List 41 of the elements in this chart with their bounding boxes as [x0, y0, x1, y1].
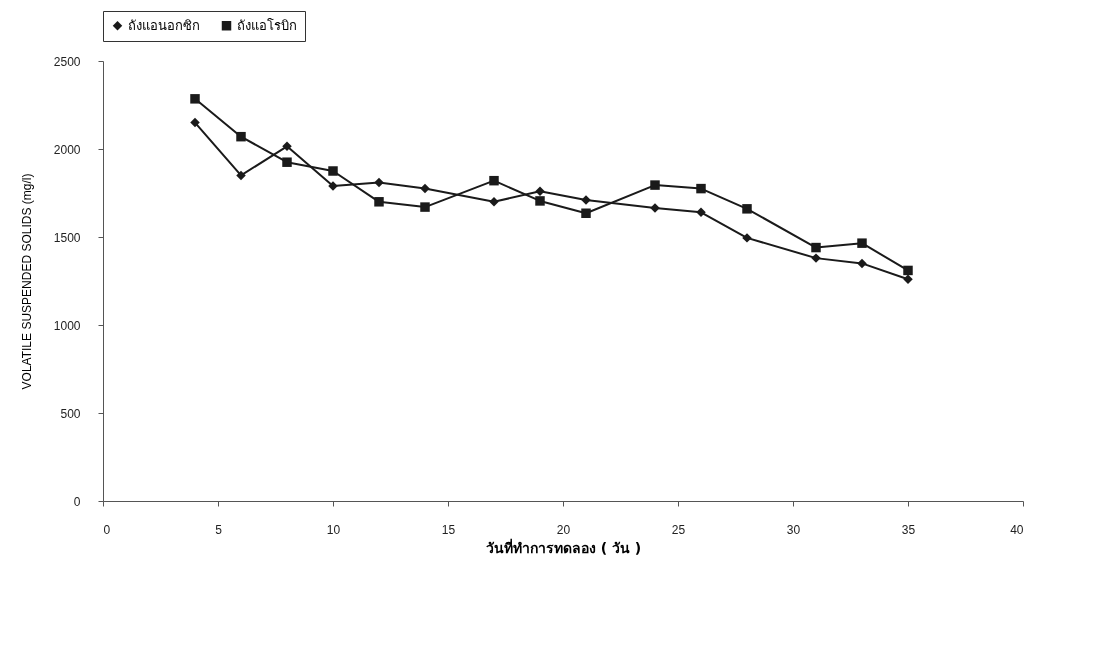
x-tick-label: 25 [671, 522, 686, 537]
point [903, 265, 913, 276]
point [420, 183, 430, 194]
point [696, 207, 706, 218]
point [857, 258, 867, 269]
point [190, 94, 200, 104]
y-tick-label: 2000 [53, 142, 81, 157]
point [374, 177, 384, 188]
point [374, 197, 384, 207]
point [811, 242, 821, 253]
point [282, 141, 292, 152]
point [650, 180, 660, 190]
point [696, 183, 706, 194]
point [742, 204, 752, 214]
point [190, 117, 200, 128]
x-axis-title: วันที่ทำการทดลอง ( วัน ) [485, 537, 642, 556]
x-tick-label: 30 [786, 522, 801, 537]
x-tick-label: 20 [556, 522, 571, 537]
point [328, 166, 338, 176]
x-tick-label: 15 [441, 522, 456, 537]
x-tick-label: 5 [215, 522, 223, 537]
x-tick-label: 40 [1010, 522, 1024, 537]
y-axis-title: VOLATILE SUSPENDED SOLIDS (mg/l) [19, 173, 34, 390]
x-tick-label: 10 [326, 522, 341, 537]
point [581, 208, 591, 218]
point [489, 175, 499, 186]
y-tick-label: 500 [60, 406, 81, 421]
point [236, 131, 246, 142]
y-tick-label: 1000 [53, 318, 81, 333]
legend-label: ถังแอนอกซิก [128, 17, 200, 33]
point [236, 170, 246, 181]
y-tick-label: 0 [73, 494, 81, 509]
point [857, 238, 867, 248]
x-tick-label: 35 [901, 522, 916, 537]
x-tick-label: 0 [103, 522, 111, 537]
y-tick-label: 1500 [53, 230, 81, 245]
point [282, 157, 292, 167]
y-tick-label: 2500 [53, 54, 81, 69]
point [535, 196, 545, 206]
point [420, 202, 430, 212]
legend-label: ถังแอโรบิก [237, 17, 297, 33]
